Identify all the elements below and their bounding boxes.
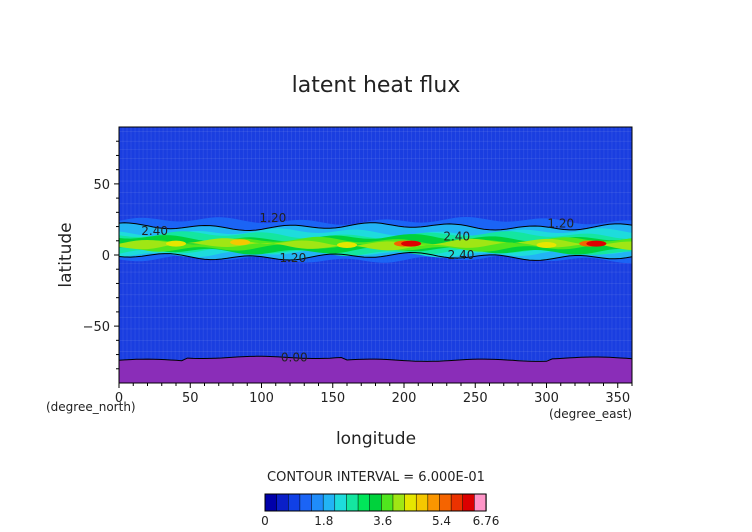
- contour-label: 2.40: [443, 230, 470, 244]
- x-axis: 0 50 100 150 200 250 300 350: [115, 383, 633, 406]
- flux-maximum: [536, 242, 557, 249]
- contour-line: [119, 222, 632, 232]
- flux-maximum: [230, 239, 251, 246]
- colorbar: [264, 493, 487, 512]
- colorbar-swatch: [346, 493, 359, 512]
- x-tick-label: 350: [605, 391, 630, 406]
- colorbar-frame: [264, 493, 487, 512]
- y-axis-title: latitude: [56, 222, 76, 287]
- colorbar-tick-label: 6.76: [473, 514, 500, 528]
- contour-label: 1.20: [547, 217, 574, 231]
- contour-label: 1.20: [279, 251, 306, 265]
- flux-maximum: [337, 242, 357, 249]
- colorbar-swatch: [381, 493, 394, 512]
- plot-area: 2.40 1.20 1.20 2.40 2.40 1.20 0.00: [119, 127, 632, 383]
- colorbar-swatch: [264, 493, 278, 512]
- colorbar-swatch: [299, 493, 313, 512]
- colorbar-tick-label: 0: [261, 514, 269, 528]
- contour-labels: 2.40 1.20 1.20 2.40 2.40 1.20 0.00: [141, 211, 574, 364]
- y-tick-label: −50: [83, 320, 110, 335]
- y-tick-label: 0: [102, 249, 110, 264]
- flux-maximum: [401, 240, 422, 247]
- contour-label: 0.00: [281, 350, 308, 364]
- x-tick-label: 0: [115, 391, 123, 406]
- colorbar-swatch: [322, 493, 336, 512]
- colorbar-swatch: [462, 493, 476, 512]
- colorbar-tick-label: 3.6: [373, 514, 392, 528]
- contour-label: 1.20: [260, 211, 287, 225]
- colorbar-swatch: [450, 493, 464, 512]
- x-tick-label: 100: [249, 391, 274, 406]
- contour-label: 2.40: [448, 248, 475, 262]
- contour-line: [119, 355, 632, 362]
- x-unit-label: (degree_east): [549, 407, 632, 421]
- x-tick-label: 300: [534, 391, 559, 406]
- x-axis-title: longitude: [336, 429, 416, 449]
- colorbar-tick-labels: 0 1.8 3.6 5.4 6.76: [261, 514, 499, 528]
- colorbar-swatch: [415, 493, 429, 512]
- contour-interval-text: CONTOUR INTERVAL = 6.000E-01: [267, 470, 485, 485]
- colorbar-swatch: [357, 493, 371, 512]
- contour-label: 2.40: [141, 224, 168, 238]
- colorbar-tick-label: 5.4: [432, 514, 451, 528]
- flux-maximum: [586, 240, 607, 247]
- colorbar-swatch: [392, 493, 406, 512]
- colorbar-swatch: [334, 493, 348, 512]
- colorbar-swatch: [404, 493, 417, 512]
- colorbar-swatch: [474, 493, 487, 512]
- x-tick-label: 150: [320, 391, 345, 406]
- x-tick-label: 250: [463, 391, 488, 406]
- colorbar-swatch: [427, 493, 441, 512]
- x-tick-label: 200: [392, 391, 417, 406]
- colorbar-tick-label: 1.8: [314, 514, 333, 528]
- polar-band: [119, 356, 632, 383]
- contour-line: [119, 251, 632, 261]
- y-tick-label: 50: [93, 178, 110, 193]
- y-axis: 50 0 −50: [83, 140, 119, 370]
- colorbar-swatch: [369, 493, 382, 512]
- colorbar-swatch: [288, 493, 301, 512]
- colorbar-swatch: [311, 493, 324, 512]
- x-tick-label: 50: [182, 391, 199, 406]
- y-unit-label: (degree_north): [46, 400, 136, 414]
- colorbar-swatch: [439, 493, 452, 512]
- colorbar-swatch: [276, 493, 289, 512]
- chart-title: latent heat flux: [292, 73, 461, 98]
- data-bands: [119, 217, 632, 264]
- flux-maximum: [166, 240, 186, 247]
